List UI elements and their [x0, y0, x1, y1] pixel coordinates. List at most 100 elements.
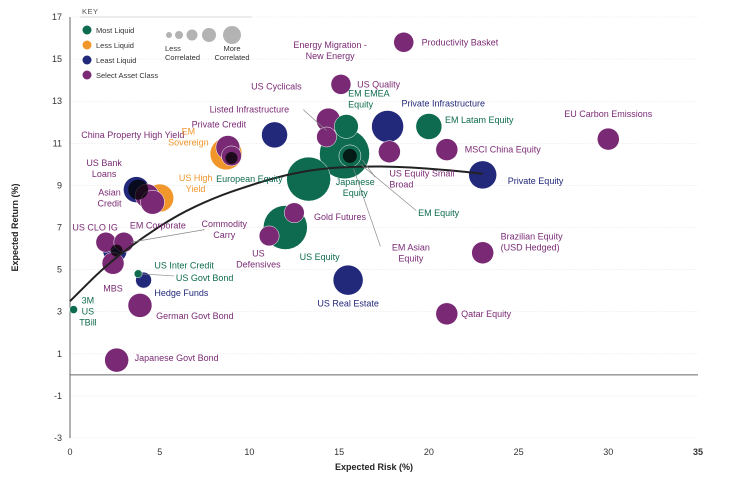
label-us-high-yield: US High Yield [179, 173, 213, 194]
label-msci-china-equity: MSCI China Equity [465, 145, 542, 155]
bubble-us-equity-small-broad [378, 140, 401, 163]
legend-dot-select-asset-class [82, 70, 92, 80]
bubble-us-defensives [258, 225, 280, 247]
legend-less-correlated: Less Correlated [165, 44, 200, 62]
legend-label-most-liquid: Most Liquid [96, 26, 134, 35]
x-tick-30: 30 [603, 447, 613, 457]
bubble-3m-us-tbill [69, 305, 78, 314]
label-private-credit: Private Credit [192, 119, 247, 129]
label-qatar-equity: Qatar Equity [461, 309, 512, 319]
y-tick-3: 3 [57, 307, 62, 317]
bubble-private-infrastructure [371, 110, 404, 143]
bubble-us-quality [330, 74, 352, 95]
y-tick-7: 7 [57, 223, 62, 233]
bubble-em-latam-equity [415, 113, 443, 140]
grid-lines [70, 16, 698, 439]
bubble-mbs [101, 252, 125, 275]
label-us-bank-loans: US Bank Loans [86, 158, 122, 179]
x-axis-title: Expected Risk (%) [335, 462, 413, 472]
label-productivity-basket: Productivity Basket [422, 37, 499, 47]
y-tick--1: -1 [54, 391, 62, 401]
legend-size-bubble-2 [175, 31, 183, 39]
y-tick-1: 1 [57, 349, 62, 359]
bubble-qatar-equity [435, 302, 459, 326]
label-brazilian-equity-usd-hedged: Brazilian Equity (USD Hedged) [501, 232, 564, 253]
bubble-us-real-estate [332, 264, 364, 296]
label-us-inter-credit: US Inter Credit [154, 260, 214, 270]
label-us-cyclicals: US Cyclicals [251, 81, 302, 91]
legend-label-least-liquid: Least Liquid [96, 56, 136, 65]
bubble-series [69, 32, 620, 373]
legend-dot-less-liquid [82, 40, 92, 50]
legend-dot-most-liquid [82, 25, 92, 35]
label-asian-credit: Asian Credit [97, 188, 122, 209]
label-us-defensives: US Defensives [236, 249, 281, 270]
bubble-overlap-2 [342, 148, 357, 163]
y-tick-11: 11 [53, 138, 62, 148]
axes [69, 17, 698, 438]
label-us-quality: US Quality [357, 79, 401, 89]
label-us-real-estate: US Real Estate [317, 298, 379, 308]
label-us-clo-ig: US CLO IG [72, 223, 118, 233]
label-em-latam-equity: EM Latam Equity [445, 115, 514, 125]
bubble-labels: Productivity Basket EU Carbon Emissions US… [72, 37, 652, 363]
leader-line-4 [353, 168, 381, 247]
bubble-gold-futures [284, 202, 305, 224]
label-china-property-high-yield: China Property High Yield [81, 130, 184, 140]
y-tick--3: -3 [54, 433, 62, 443]
label-hedge-funds: Hedge Funds [154, 288, 209, 298]
y-tick-5: 5 [57, 265, 62, 275]
label-us-equity-small-broad: US Equity Small Broad [389, 169, 454, 190]
legend: KEY Most Liquid Less Liquid Least Liquid Se… [80, 7, 252, 80]
legend-size-bubble-1 [166, 32, 172, 38]
bubble-japanese-equity [286, 156, 331, 202]
x-tick-35: 35 [693, 447, 703, 457]
label-em-equity: EM Equity [418, 208, 460, 218]
bubble-us-cyclicals [316, 126, 337, 148]
label-em-asian-equity: EM Asian Equity [392, 242, 430, 263]
x-tick-20: 20 [424, 447, 434, 457]
legend-label-less-liquid: Less Liquid [96, 41, 134, 50]
bubble-overlap-1 [128, 179, 149, 200]
label-us-equity: US Equity [300, 252, 341, 262]
label-em-corporate: EM Corporate [130, 220, 186, 230]
legend-size-bubble-4 [202, 28, 216, 42]
label-3m-us-tbill: 3M US TBill [79, 296, 97, 328]
label-private-equity: Private Equity [508, 176, 564, 186]
bubble-private-equity [468, 160, 497, 190]
label-german-govt-bond: German Govt Bond [156, 311, 234, 321]
x-tick-5: 5 [157, 447, 162, 457]
label-european-equity: European Equity [216, 174, 283, 184]
bubble-overlap-4 [110, 244, 123, 257]
y-tick-15: 15 [52, 54, 62, 64]
legend-more-correlated: More Correlated [214, 44, 249, 62]
x-tick-0: 0 [67, 447, 72, 457]
legend-title: KEY [82, 7, 99, 16]
legend-size-bubble-5 [223, 26, 241, 44]
leader-line-1 [303, 109, 327, 131]
y-tick-13: 13 [52, 96, 62, 106]
label-gold-futures: Gold Futures [314, 212, 367, 222]
label-mbs: MBS [103, 284, 123, 294]
bubble-em-emea-equity [334, 114, 359, 139]
label-em-sovereign: EM Sovereign [168, 126, 209, 147]
label-leader-lines [130, 109, 417, 277]
bubble-eu-carbon-emissions [597, 127, 620, 151]
label-private-infrastructure: Private Infrastructure [401, 98, 485, 108]
bubble-german-govt-bond [127, 293, 153, 318]
label-eu-carbon-emissions: EU Carbon Emissions [564, 109, 653, 119]
label-us-govt-bond: US Govt Bond [176, 273, 234, 283]
label-japanese-equity: Japanese Equity [336, 177, 375, 198]
x-tick-labels: 0 5 10 15 20 25 30 35 [67, 447, 703, 457]
y-tick-9: 9 [57, 180, 62, 190]
bubble-em-corporate [140, 189, 165, 215]
legend-dot-least-liquid [82, 55, 92, 65]
leader-line-5 [130, 229, 205, 243]
label-energy-migration-new-energy: Energy Migration -New Energy [293, 40, 367, 61]
legend-items: Most Liquid Less Liquid Least Liquid Select… [82, 25, 158, 80]
x-tick-25: 25 [514, 447, 524, 457]
y-tick-17: 17 [52, 12, 62, 22]
leader-line-6 [139, 273, 175, 277]
